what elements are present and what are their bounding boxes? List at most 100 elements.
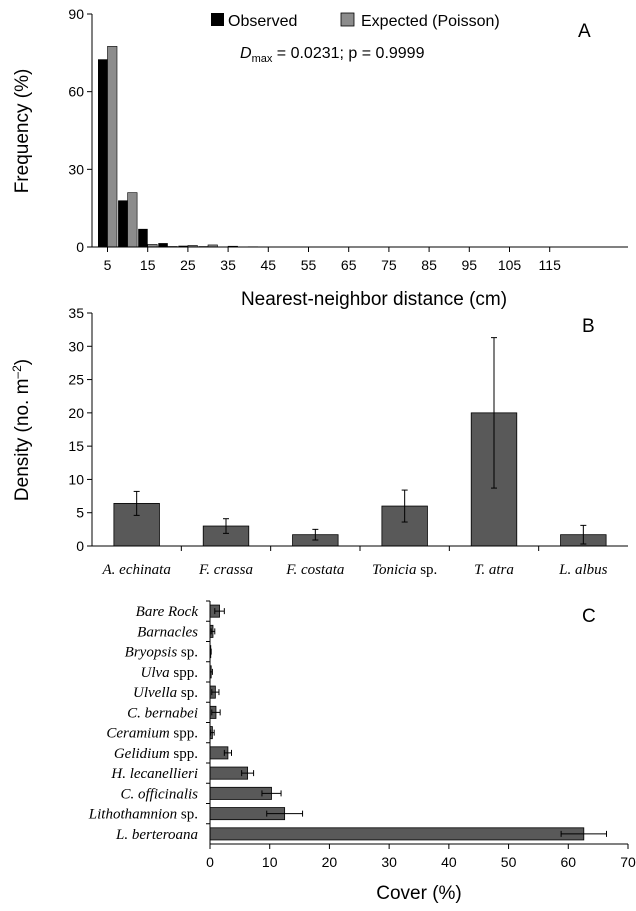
x-tick-label: 5 xyxy=(104,257,112,273)
category-label: Bare Rock xyxy=(136,604,199,620)
panel-c-cover-chart: 0 10 20 30 40 50 60 70 Bare Rock Barnacles Bryops… xyxy=(88,600,636,904)
category-label-roman: sp. xyxy=(177,645,198,661)
legend-swatch-observed xyxy=(211,13,224,26)
category-label-italic: C. bernabei xyxy=(127,705,198,721)
panel-b-y-axis-label-superscript: –2 xyxy=(10,365,24,379)
panel-b-letter: B xyxy=(582,316,595,337)
category-label: C. officinalis xyxy=(120,786,198,802)
expected-bar xyxy=(107,46,118,248)
y-tick-label: 15 xyxy=(68,438,84,454)
y-tick-label: 35 xyxy=(68,305,84,321)
category-label: C. bernabei xyxy=(127,705,198,721)
y-tick-label: 0 xyxy=(76,239,84,255)
x-tick-label: 0 xyxy=(206,854,214,870)
category-label: H. lecanellieri xyxy=(110,766,198,782)
x-tick-label: 25 xyxy=(180,257,196,273)
panel-a-legend: Observed Expected (Poisson) xyxy=(211,12,500,30)
panel-a-statistics-annotation: Dmax = 0.0231; p = 0.9999 xyxy=(240,45,425,65)
panel-c-x-axis-label: Cover (%) xyxy=(376,883,462,904)
category-label-italic: Ceramium xyxy=(106,726,170,742)
category-label-roman: spp. xyxy=(170,665,198,681)
category-label: Tonicia sp. xyxy=(372,562,437,578)
category-label: T. atra xyxy=(474,562,514,578)
y-tick-label: 10 xyxy=(68,471,84,487)
panel-a-x-axis-label: Nearest-neighbor distance (cm) xyxy=(241,289,507,310)
y-tick-label: 5 xyxy=(76,505,84,521)
x-tick-label: 60 xyxy=(560,854,576,870)
y-tick-label: 60 xyxy=(68,84,84,100)
category-label-italic: Bryopsis xyxy=(125,645,178,661)
category-label-italic: F. crassa xyxy=(198,562,253,578)
category-label: F. costata xyxy=(285,562,344,578)
category-label-italic: L. berteroana xyxy=(115,827,198,843)
category-label-italic: Ulvella xyxy=(133,685,177,701)
category-label: F. crassa xyxy=(198,562,253,578)
x-tick-label: 50 xyxy=(501,854,517,870)
panel-a-bars xyxy=(98,46,258,248)
x-tick-label: 10 xyxy=(262,854,278,870)
category-label-italic: T. atra xyxy=(474,562,514,578)
dmax-subscript: max xyxy=(252,53,273,65)
category-label: Bryopsis sp. xyxy=(125,645,198,661)
x-tick-label: 40 xyxy=(441,854,457,870)
panel-c-bars xyxy=(209,604,608,841)
x-tick-label: 30 xyxy=(381,854,397,870)
panel-b-y-axis-label-end: ) xyxy=(12,359,33,365)
x-tick-label: 55 xyxy=(301,257,317,273)
panel-b-y-axis-label: Density (no. m–2) xyxy=(10,359,33,501)
category-label: Ulvella sp. xyxy=(133,685,198,701)
category-label-roman: sp. xyxy=(416,562,437,578)
panel-c-x-ticks: 0 10 20 30 40 50 60 70 xyxy=(206,844,636,870)
observed-bar xyxy=(118,200,128,247)
category-label-italic: Lithothamnion xyxy=(88,807,177,823)
category-label-roman: spp. xyxy=(170,726,198,742)
x-tick-label: 15 xyxy=(140,257,156,273)
category-label: Lithothamnion sp. xyxy=(88,807,198,823)
observed-bar xyxy=(98,59,108,247)
category-label-italic: Bare Rock xyxy=(136,604,199,620)
x-tick-label: 85 xyxy=(421,257,437,273)
panel-c-letter: C xyxy=(582,606,596,627)
panel-a-frequency-chart: 0 30 60 90 5 15 25 35 45 55 65 75 85 95 105 115 Freque… xyxy=(12,6,628,310)
category-label: Barnacles xyxy=(137,624,198,640)
panel-b-bars xyxy=(113,337,607,547)
panel-b-y-ticks: 0 5 10 15 20 25 30 35 xyxy=(68,305,92,554)
y-tick-label: 30 xyxy=(68,161,84,177)
category-label: A. echinata xyxy=(102,562,171,578)
category-label-roman: sp. xyxy=(177,807,198,823)
x-tick-label: 45 xyxy=(261,257,277,273)
x-tick-label: 35 xyxy=(220,257,236,273)
expected-bar xyxy=(127,192,138,248)
category-label-roman: spp. xyxy=(170,746,198,762)
dmax-symbol: D xyxy=(240,45,252,62)
category-label-roman: sp. xyxy=(177,685,198,701)
dmax-value-text: = 0.0231; p = 0.9999 xyxy=(272,45,424,62)
x-tick-label: 105 xyxy=(498,257,522,273)
x-tick-label: 20 xyxy=(322,854,338,870)
observed-bar xyxy=(138,228,148,247)
category-label-italic: F. costata xyxy=(285,562,344,578)
x-tick-label: 115 xyxy=(539,257,562,273)
y-tick-label: 25 xyxy=(68,372,84,388)
x-tick-label: 75 xyxy=(381,257,397,273)
cover-bar xyxy=(209,827,585,841)
panel-a-x-ticks: 5 15 25 35 45 55 65 75 85 95 105 115 xyxy=(104,247,561,273)
panel-b-density-chart: 0 5 10 15 20 25 30 35 A. echinata F. crassa F. co… xyxy=(10,305,628,578)
y-tick-label: 30 xyxy=(68,338,84,354)
y-tick-label: 20 xyxy=(68,405,84,421)
panel-a-y-axis-label: Frequency (%) xyxy=(12,69,33,194)
category-label-italic: Barnacles xyxy=(137,624,198,640)
category-label-italic: H. lecanellieri xyxy=(110,766,198,782)
category-label: Gelidium spp. xyxy=(114,746,198,762)
legend-label-observed: Observed xyxy=(228,13,297,30)
panel-b-y-axis-label-main: Density (no. m xyxy=(12,379,33,501)
category-label-italic: A. echinata xyxy=(102,562,171,578)
category-label: L. albus xyxy=(558,562,608,578)
category-label: L. berteroana xyxy=(115,827,198,843)
y-tick-label: 90 xyxy=(68,6,84,22)
panel-a-letter: A xyxy=(578,21,591,42)
x-tick-label: 65 xyxy=(341,257,357,273)
category-label: Ceramium spp. xyxy=(106,726,198,742)
category-label-italic: C. officinalis xyxy=(120,786,198,802)
x-tick-label: 95 xyxy=(462,257,478,273)
